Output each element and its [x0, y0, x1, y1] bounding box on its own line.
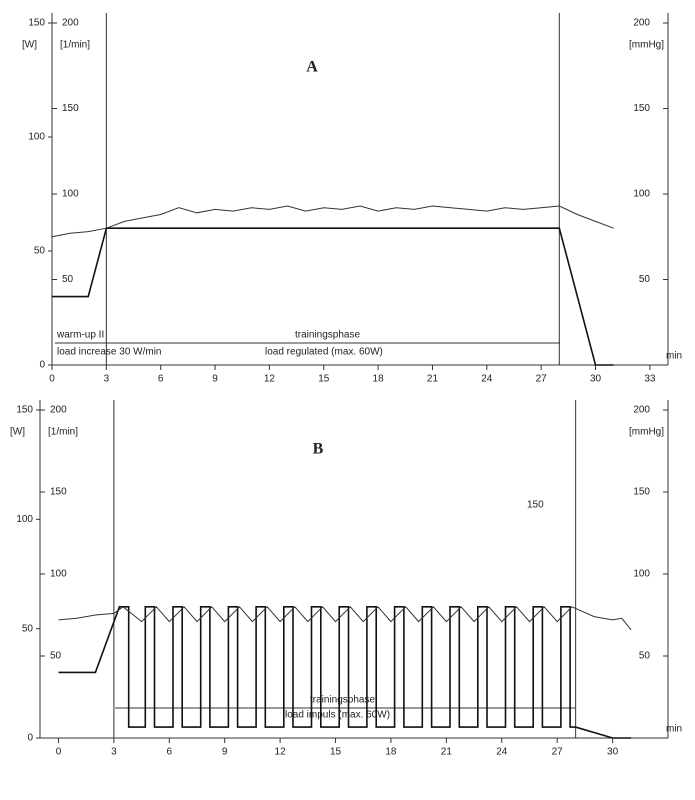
- y3-tick-label: 50: [62, 274, 74, 285]
- y3-tick-label: 150: [50, 487, 67, 498]
- x-tick-label: 15: [318, 374, 330, 385]
- y3-tick-label: 150: [62, 103, 79, 114]
- x-tick-label: 0: [49, 374, 55, 385]
- y3-tick-label: 100: [50, 569, 67, 580]
- y-axis-label: [W]: [10, 427, 25, 438]
- y-tick-label: 100: [28, 132, 45, 143]
- series-line: [51, 205, 614, 238]
- y-tick-label: 100: [16, 514, 33, 525]
- series-line: [58, 606, 632, 739]
- x-tick-label: 21: [441, 747, 453, 758]
- y3-axis-label: [1/min]: [60, 40, 90, 51]
- x-tick-label: 18: [385, 747, 397, 758]
- y-axis-label: [W]: [22, 40, 37, 51]
- x-tick-label: 24: [496, 747, 508, 758]
- y-tick-label: 0: [27, 733, 33, 744]
- series-line: [58, 606, 632, 631]
- y2-tick-label: 50: [639, 274, 651, 285]
- x-tick-label: 3: [104, 374, 110, 385]
- x-tick-label: 6: [158, 374, 164, 385]
- y2-tick-label: 150: [633, 487, 650, 498]
- x-tick-label: 30: [607, 747, 619, 758]
- x-tick-label: 21: [427, 374, 439, 385]
- x-tick-label: 0: [56, 747, 62, 758]
- y3-tick-label: 200: [62, 18, 79, 29]
- x-tick-label: 15: [330, 747, 342, 758]
- y2-tick-label: 150: [633, 103, 650, 114]
- y2-axis-label: [mmHg]: [629, 40, 664, 51]
- annotation: load regulated (max. 60W): [265, 347, 383, 358]
- y3-tick-label: 100: [62, 189, 79, 200]
- y2-tick-label: 50: [639, 651, 651, 662]
- y-tick-label: 150: [28, 18, 45, 29]
- x-tick-label: 9: [222, 747, 228, 758]
- series-line: [52, 227, 614, 366]
- annotation: load increase 30 W/min: [57, 347, 162, 358]
- x-tick-label: 30: [590, 374, 602, 385]
- x-axis-label: min: [666, 724, 682, 735]
- x-tick-label: 18: [373, 374, 385, 385]
- y2-axis-label: [mmHg]: [629, 427, 664, 438]
- y-tick-label: 50: [22, 623, 34, 634]
- y3-tick-label: 200: [50, 405, 67, 416]
- y2-tick-label: 200: [633, 18, 650, 29]
- x-tick-label: 6: [167, 747, 173, 758]
- annotation: warm-up II: [56, 330, 104, 341]
- y3-axis-label: [1/min]: [48, 427, 78, 438]
- y-tick-label: 0: [39, 360, 45, 371]
- x-tick-label: 24: [481, 374, 493, 385]
- y2-tick-label: 100: [633, 189, 650, 200]
- x-tick-label: 9: [212, 374, 218, 385]
- x-axis-label: min: [666, 351, 682, 362]
- annotation: trainingsphase: [310, 695, 375, 706]
- x-tick-label: 12: [275, 747, 287, 758]
- x-tick-label: 33: [644, 374, 656, 385]
- y-tick-label: 150: [16, 405, 33, 416]
- x-tick-label: 27: [552, 747, 564, 758]
- annotation: trainingsphase: [295, 330, 360, 341]
- chart-title: A: [306, 59, 318, 76]
- chart-title: B: [313, 441, 324, 458]
- x-tick-label: 27: [536, 374, 548, 385]
- y2-tick-label: 200: [633, 405, 650, 416]
- annotation: 150: [527, 500, 544, 511]
- y2-tick-label: 100: [633, 569, 650, 580]
- x-tick-label: 12: [264, 374, 276, 385]
- y3-tick-label: 50: [50, 651, 62, 662]
- y-tick-label: 50: [34, 246, 46, 257]
- x-tick-label: 3: [111, 747, 117, 758]
- annotation: load impuls (max. 60W): [285, 710, 390, 721]
